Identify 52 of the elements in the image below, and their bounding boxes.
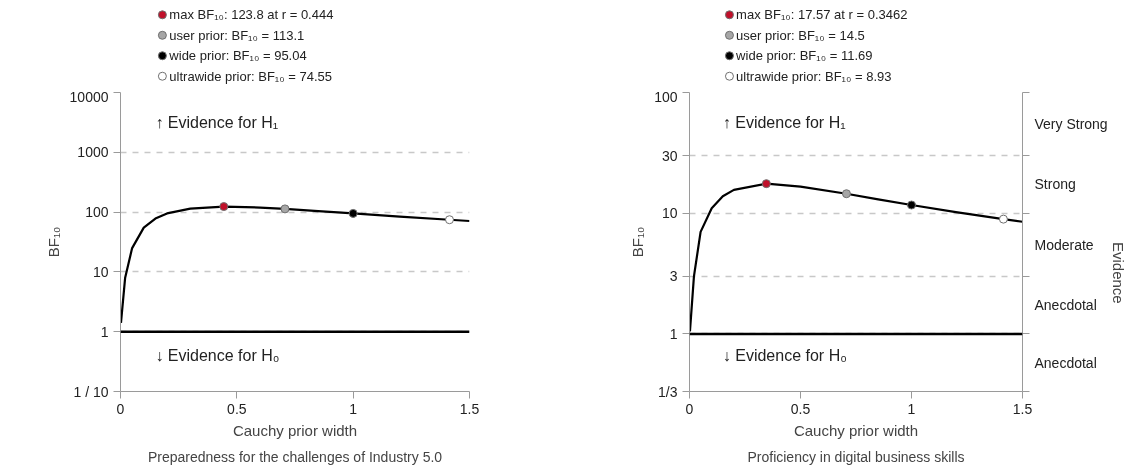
x-axis-title: Cauchy prior width — [793, 421, 919, 439]
text: Moderate — [1034, 236, 1094, 253]
legend-label: ultrawide prior: BF₁₀ = 8.93 — [736, 68, 892, 84]
y-axis-title: BF₁₀ — [629, 226, 647, 258]
x-tick-label: 1.5 — [1012, 400, 1033, 417]
text: Anecdotal — [1034, 354, 1097, 371]
legend-label: max BF₁₀: 123.8 at r = 0.444 — [169, 7, 334, 23]
y-tick-label: 1/3 — [658, 383, 678, 400]
y-tick-label: 1 — [100, 323, 109, 340]
x-tick-label: 0 — [685, 400, 694, 417]
text: Very Strong — [1034, 116, 1108, 133]
x-axis-title: Cauchy prior width — [232, 421, 358, 439]
legend-label: user prior: BF₁₀ = 113.1 — [169, 27, 305, 43]
y2-axis-title: Evidence — [1110, 242, 1128, 304]
legend-label: max BF₁₀: 17.57 at r = 0.3462 — [736, 7, 908, 23]
point — [348, 208, 358, 218]
x-tick-label: 0.5 — [227, 400, 247, 417]
point — [280, 204, 290, 214]
x-tick-label: 0 — [116, 400, 125, 417]
y-tick-label: 100 — [654, 88, 678, 105]
y-tick-label: 1 — [669, 325, 678, 342]
point — [219, 202, 229, 212]
y-axis-title: BF₁₀ — [44, 226, 62, 258]
y-tick-label: 10 — [92, 263, 109, 280]
text: Proficiency in digital business skills — [747, 448, 965, 465]
text: Strong — [1034, 176, 1076, 193]
text: Anecdotal — [1034, 297, 1097, 314]
y-tick-label: 100 — [85, 204, 109, 221]
legend-label: ultrawide prior: BF₁₀ = 74.55 — [169, 68, 332, 84]
x-tick-label: 1 — [349, 400, 358, 417]
annotation: ↓ Evidence for H₀ — [155, 347, 280, 365]
y-tick-label: 10 — [661, 205, 678, 222]
y-tick-label: 3 — [669, 268, 678, 285]
x-tick-label: 0.5 — [790, 400, 811, 417]
point — [761, 179, 771, 189]
y-tick-label: 10000 — [69, 88, 109, 105]
text: Preparedness for the challenges of Industry 5.0 — [147, 448, 443, 465]
point — [998, 214, 1008, 224]
y-tick-label: 1 / 10 — [73, 383, 109, 400]
x-tick-label: 1.5 — [459, 400, 480, 417]
point — [444, 215, 454, 225]
legend-label: user prior: BF₁₀ = 14.5 — [736, 27, 865, 43]
point — [841, 189, 851, 199]
legend-label: wide prior: BF₁₀ = 11.69 — [735, 48, 873, 64]
annotation: ↓ Evidence for H₀ — [722, 347, 847, 365]
annotation: ↑ Evidence for H₁ — [155, 113, 279, 131]
y-tick-label: 30 — [661, 147, 678, 164]
annotation: ↑ Evidence for H₁ — [722, 113, 846, 131]
y-tick-label: 1000 — [77, 144, 109, 161]
x-tick-label: 1 — [907, 400, 916, 417]
point — [907, 200, 916, 210]
legend-label: wide prior: BF₁₀ = 95.04 — [168, 48, 307, 64]
